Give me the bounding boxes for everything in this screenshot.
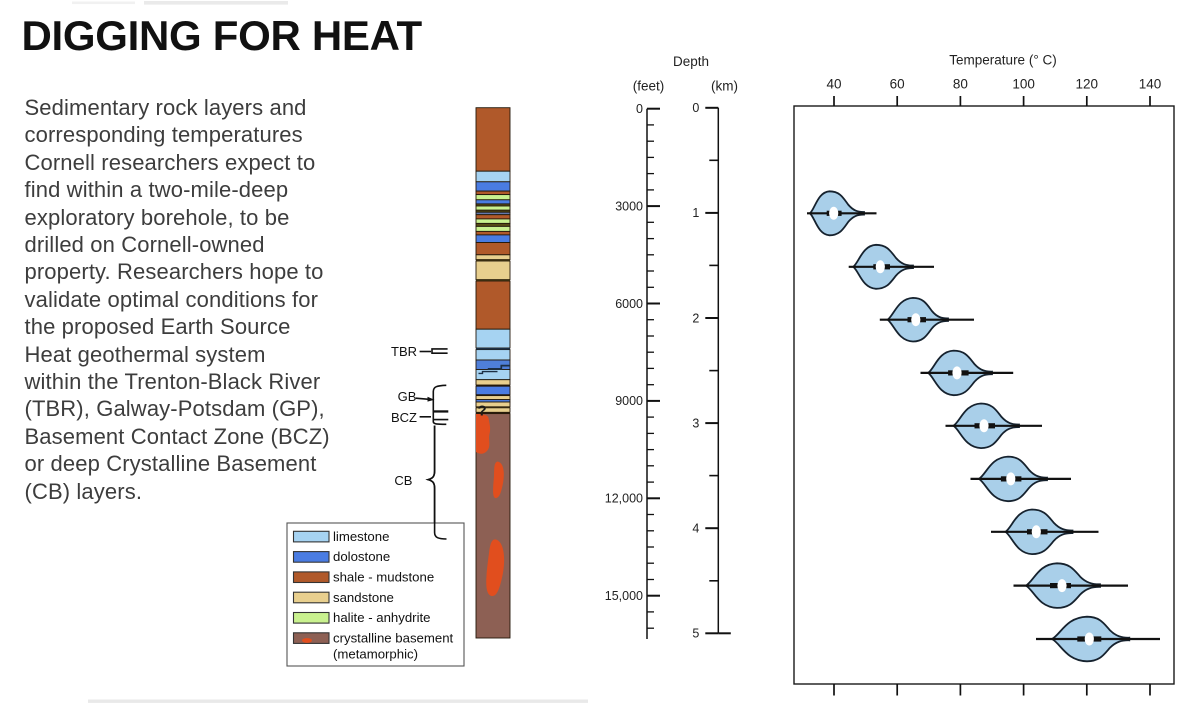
svg-text:halite - anhydrite: halite - anhydrite <box>333 610 431 625</box>
svg-text:80: 80 <box>953 77 968 92</box>
svg-text:limestone: limestone <box>333 529 389 544</box>
svg-text:4: 4 <box>692 522 699 536</box>
svg-text:3: 3 <box>692 416 699 430</box>
svg-text:shale - mudstone: shale - mudstone <box>333 570 434 585</box>
svg-text:40: 40 <box>826 77 841 92</box>
svg-text:3000: 3000 <box>615 199 643 213</box>
svg-text:BCZ: BCZ <box>391 410 417 425</box>
svg-text:(km): (km) <box>711 79 738 94</box>
svg-text:9000: 9000 <box>615 394 643 408</box>
svg-text:12,000: 12,000 <box>605 492 643 506</box>
svg-text:15,000: 15,000 <box>605 589 643 603</box>
svg-text:0: 0 <box>636 102 643 116</box>
svg-text:140: 140 <box>1139 77 1162 92</box>
svg-text:(metamorphic): (metamorphic) <box>333 646 418 661</box>
svg-text:crystalline basement: crystalline basement <box>333 630 454 645</box>
svg-text:2: 2 <box>692 311 699 325</box>
svg-text:?: ? <box>478 403 487 420</box>
svg-text:100: 100 <box>1012 77 1035 92</box>
svg-text:dolostone: dolostone <box>333 549 390 564</box>
svg-text:Temperature (° C): Temperature (° C) <box>949 53 1056 68</box>
svg-text:Depth: Depth <box>673 54 709 69</box>
svg-text:6000: 6000 <box>615 297 643 311</box>
svg-text:1: 1 <box>692 206 699 220</box>
svg-text:5: 5 <box>692 627 699 641</box>
svg-text:0: 0 <box>692 101 699 115</box>
svg-text:GB: GB <box>398 389 417 404</box>
svg-text:120: 120 <box>1076 77 1099 92</box>
svg-text:60: 60 <box>890 77 905 92</box>
svg-text:sandstone: sandstone <box>333 590 394 605</box>
svg-text:(feet): (feet) <box>633 79 665 94</box>
svg-text:CB: CB <box>394 473 412 488</box>
svg-text:TBR: TBR <box>391 344 417 359</box>
